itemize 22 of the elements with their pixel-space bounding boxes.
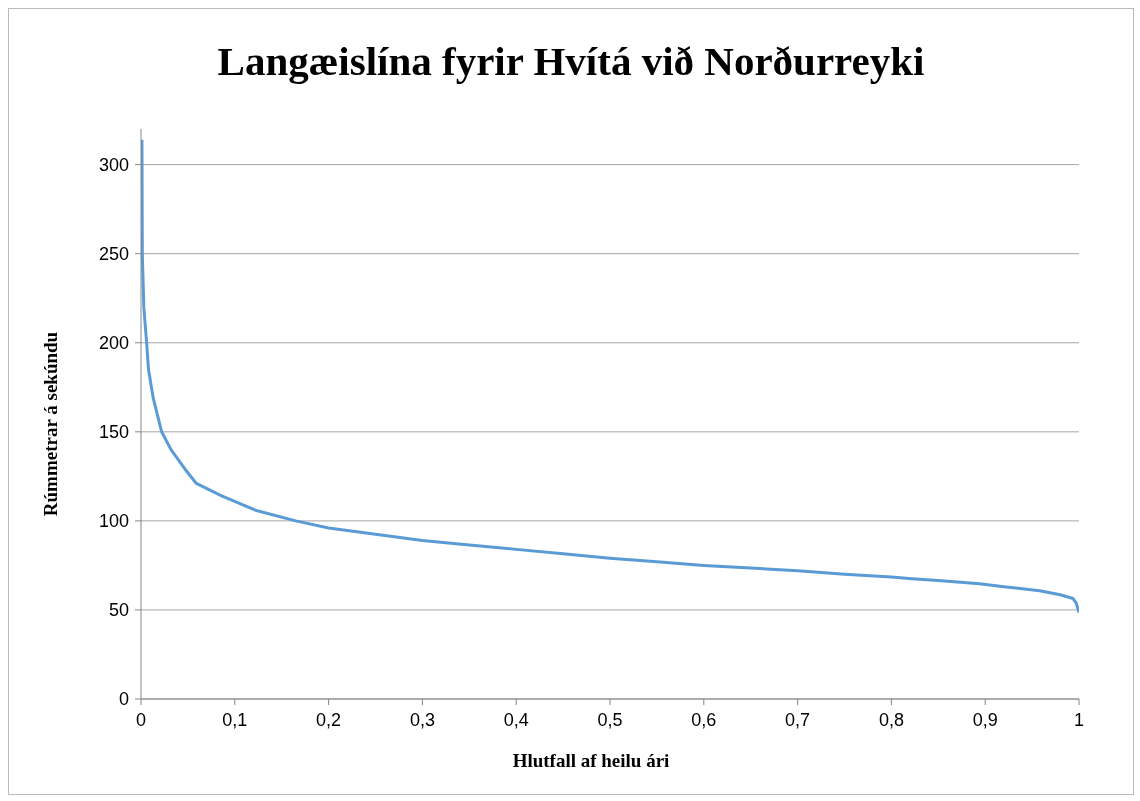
y-tick-label: 200 <box>98 333 129 354</box>
line-series <box>141 138 1079 615</box>
x-tick-label: 0,7 <box>785 709 811 730</box>
y-tick-label: 50 <box>108 600 129 621</box>
x-tick-label: 0,5 <box>597 709 623 730</box>
chart-title: Langæislína fyrir Hvítá við Norðurreyki <box>216 37 926 85</box>
x-tick-label: 0 <box>135 709 147 730</box>
x-tick-label: 0,4 <box>503 709 529 730</box>
y-tick-label: 0 <box>118 689 129 710</box>
y-tick-label: 300 <box>98 155 129 176</box>
x-tick-label: 0,1 <box>222 709 248 730</box>
x-tick-label: 0,8 <box>878 709 904 730</box>
x-tick-label: 0,3 <box>409 709 435 730</box>
y-tick-label: 100 <box>98 511 129 532</box>
x-tick-label: 0,2 <box>316 709 342 730</box>
y-axis-title: Rúmmetrar á sekúndu <box>40 331 62 517</box>
x-tick-label: 0,6 <box>691 709 717 730</box>
x-tick-label: 1 <box>1073 709 1085 730</box>
y-tick-label: 150 <box>98 422 129 443</box>
y-tick-label: 250 <box>98 244 129 265</box>
x-tick-label: 0,9 <box>972 709 998 730</box>
x-axis-title: Hlutfall af heilu ári <box>511 750 671 772</box>
